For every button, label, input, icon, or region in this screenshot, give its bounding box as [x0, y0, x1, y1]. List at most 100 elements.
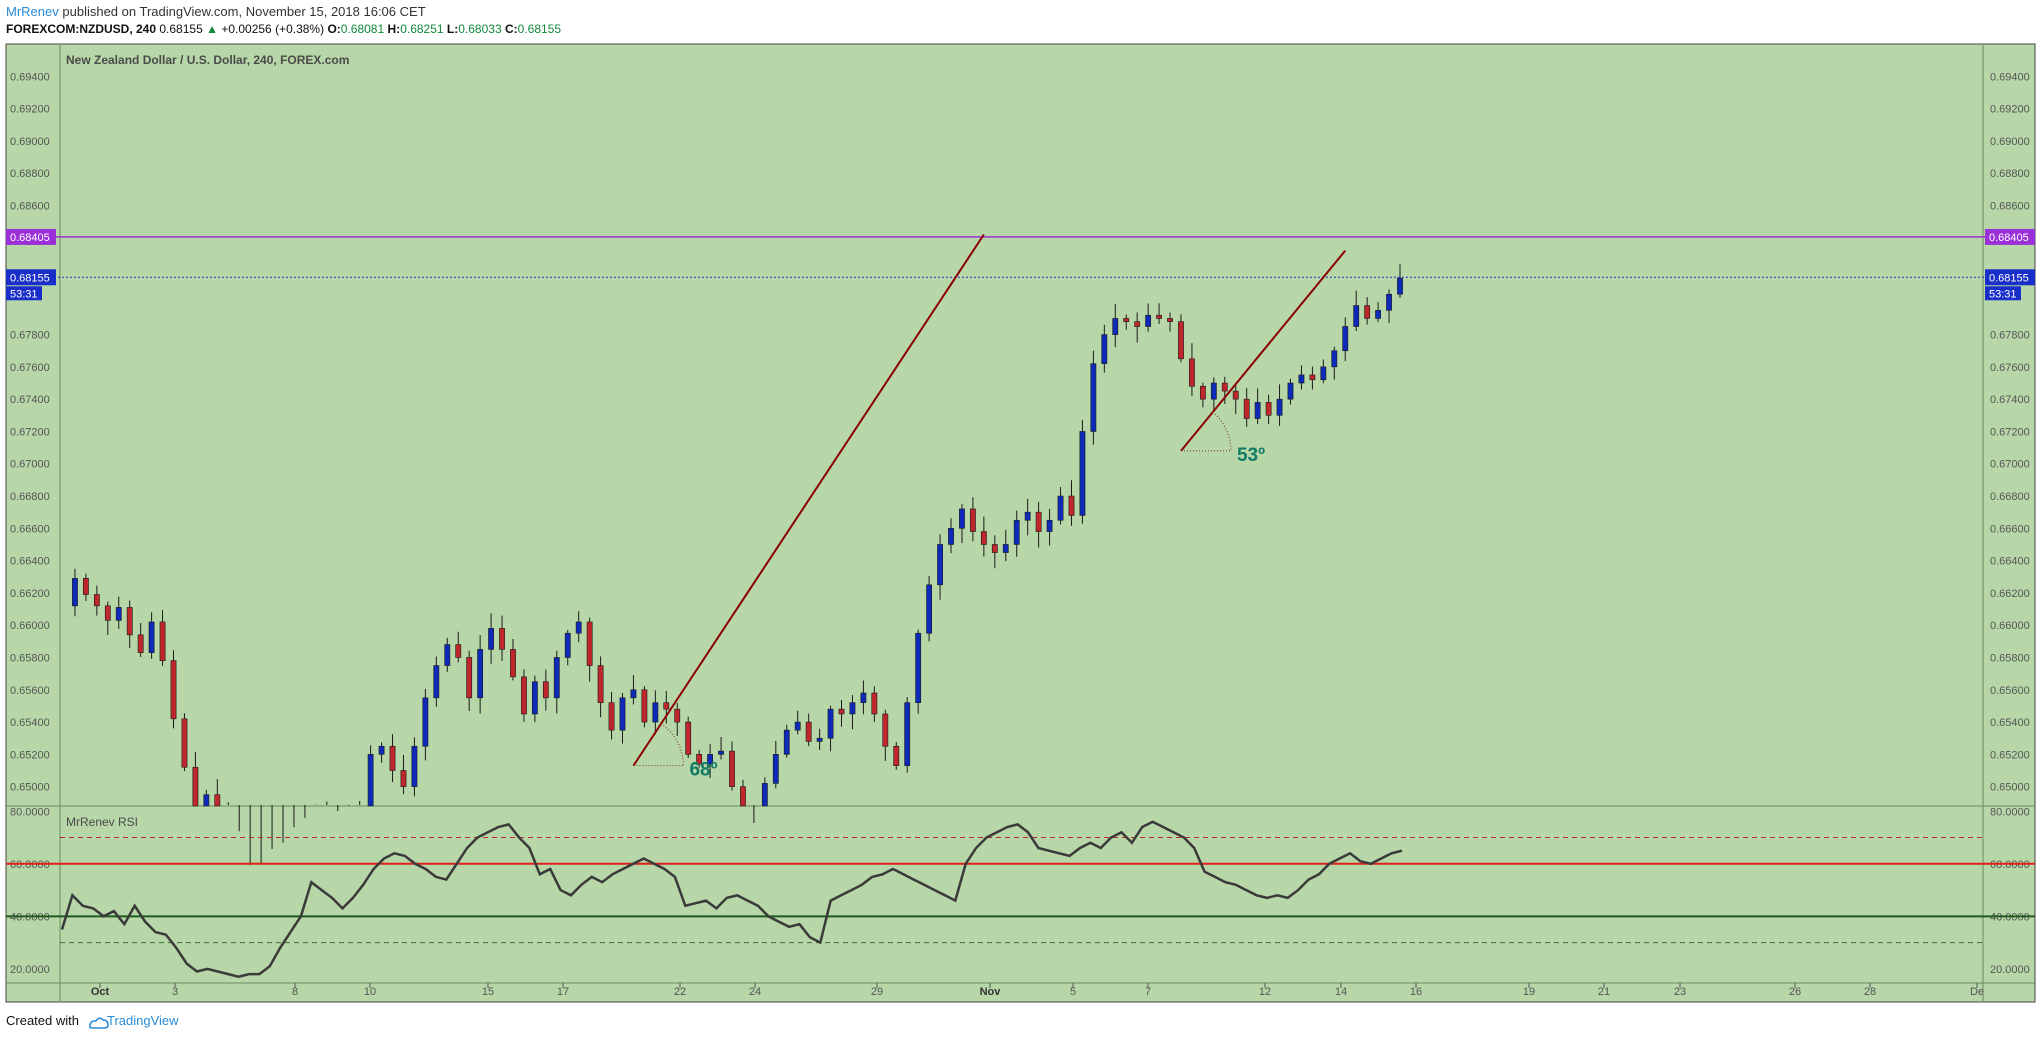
last-price-tag-left	[6, 269, 56, 286]
tradingview-link[interactable]: TradingView	[106, 1013, 179, 1028]
angle-label: 68º	[689, 760, 717, 781]
up-candle	[1353, 305, 1360, 327]
rsi-tick-label-left: 80.0000	[10, 806, 50, 818]
up-candle	[718, 750, 724, 755]
price-tick-label-left: 0.66400	[10, 556, 50, 568]
price-tick-label-left: 0.65200	[10, 749, 50, 761]
right-price-axis: 0.69400 0.69200 0.69000 0.68800 0.68600 0.678…	[1990, 71, 2030, 793]
price-tick-label-left: 0.65400	[10, 717, 50, 729]
time-tick-label: 28	[1864, 986, 1876, 998]
up-triangle-icon: ▲	[206, 22, 218, 36]
down-candle	[805, 721, 812, 742]
price-tick-label-left: 0.68600	[10, 200, 50, 212]
price-tick-label-left: 0.65600	[10, 685, 50, 697]
down-candle	[1134, 321, 1141, 327]
down-candle	[104, 605, 111, 621]
price-tick-label-left: 0.65000	[10, 782, 50, 794]
price-tick-label-left: 0.67400	[10, 394, 50, 406]
up-candle	[1002, 544, 1009, 553]
up-candle	[1101, 334, 1108, 364]
countdown-tag-right	[1985, 286, 2021, 301]
up-candle	[1298, 374, 1305, 384]
price-tick-label-right: 0.67400	[1990, 394, 2030, 406]
up-candle	[148, 621, 155, 653]
up-candle	[433, 665, 440, 699]
time-tick-label: 29	[871, 986, 883, 998]
down-candle	[159, 621, 166, 662]
down-candle	[991, 544, 998, 553]
down-candle	[882, 713, 889, 747]
time-axis: Oct 3 8 10 15 17 22 24 29 Nov 5 7 12 14 16 19 21 23 26 28 De	[91, 983, 1984, 998]
up-candle	[1386, 293, 1392, 311]
price-tick-label-left: 0.67200	[10, 426, 50, 438]
up-candle	[422, 697, 429, 747]
author-link[interactable]: MrRenev	[6, 4, 59, 19]
angle-label: 53º	[1237, 445, 1265, 466]
down-candle	[499, 628, 505, 650]
down-candle	[740, 786, 746, 807]
price-tick-label-right: 0.68600	[1990, 200, 2030, 212]
down-candle	[1364, 305, 1371, 319]
rsi-title: MrRenev RSI	[66, 815, 138, 829]
up-candle	[575, 621, 582, 634]
up-candle	[827, 708, 834, 739]
down-candle	[1068, 495, 1075, 516]
down-candle	[521, 676, 527, 715]
last-price: 0.68155	[159, 22, 203, 36]
price-tick-label-left: 0.67600	[10, 362, 50, 374]
price-tick-label-right: 0.69200	[1990, 104, 2030, 116]
last-price-value-left: 0.68155	[10, 272, 50, 284]
price-tick-label-right: 0.69000	[1990, 136, 2030, 148]
up-candle	[926, 584, 933, 634]
rsi-tick-label-right: 80.0000	[1990, 806, 2030, 818]
down-candle	[400, 770, 407, 787]
price-tick-label-right: 0.67600	[1990, 362, 2030, 374]
open-label: O:	[327, 22, 341, 36]
up-candle	[948, 528, 954, 545]
time-tick-label: Nov	[980, 986, 1002, 998]
up-candle	[794, 721, 801, 731]
time-tick-label: 16	[1410, 986, 1422, 998]
time-tick-label: 19	[1523, 986, 1535, 998]
countdown-left: 53:31	[10, 288, 38, 300]
down-candle	[586, 621, 593, 666]
down-candle	[674, 708, 681, 723]
up-candle	[203, 794, 210, 807]
open-value: 0.68081	[340, 22, 385, 36]
price-tick-label-right: 0.69400	[1990, 71, 2030, 83]
close-label: C:	[504, 22, 518, 36]
up-candle	[553, 657, 560, 699]
publish-text: published on TradingView.com, November 1…	[62, 4, 426, 19]
down-candle	[170, 660, 177, 720]
down-candle	[980, 531, 987, 545]
trendline	[632, 233, 985, 767]
down-candle	[685, 721, 692, 755]
down-candle	[214, 794, 221, 807]
change-value: +0.00256 (+0.38%)	[221, 22, 325, 36]
up-candle	[531, 681, 538, 715]
down-candle	[192, 766, 199, 807]
rsi-pane: 80.000080.000060.000060.000040.000040.00…	[6, 806, 2035, 978]
time-tick-label: De	[1970, 986, 1984, 998]
price-tick-label-right: 0.67800	[1990, 330, 2030, 342]
down-candle	[93, 594, 100, 607]
high-label: H:	[387, 22, 401, 36]
up-candle	[772, 754, 779, 784]
up-candle	[1090, 363, 1097, 432]
up-candle	[367, 754, 374, 807]
time-tick-label: 15	[482, 986, 494, 998]
trendline	[1180, 250, 1347, 452]
price-tick-label-right: 0.68800	[1990, 168, 2030, 180]
time-tick-label: 24	[749, 986, 761, 998]
up-candle	[959, 508, 965, 529]
up-candle	[652, 702, 659, 723]
up-candle	[630, 689, 637, 699]
down-candle	[641, 689, 648, 723]
time-tick-label: 21	[1598, 986, 1610, 998]
up-candle	[564, 632, 571, 658]
up-candle	[1112, 318, 1119, 335]
left-price-axis: 0.69400 0.69200 0.69000 0.68800 0.68600 0.678…	[10, 71, 50, 793]
down-candle	[608, 702, 615, 731]
price-tick-label-left: 0.69000	[10, 136, 50, 148]
